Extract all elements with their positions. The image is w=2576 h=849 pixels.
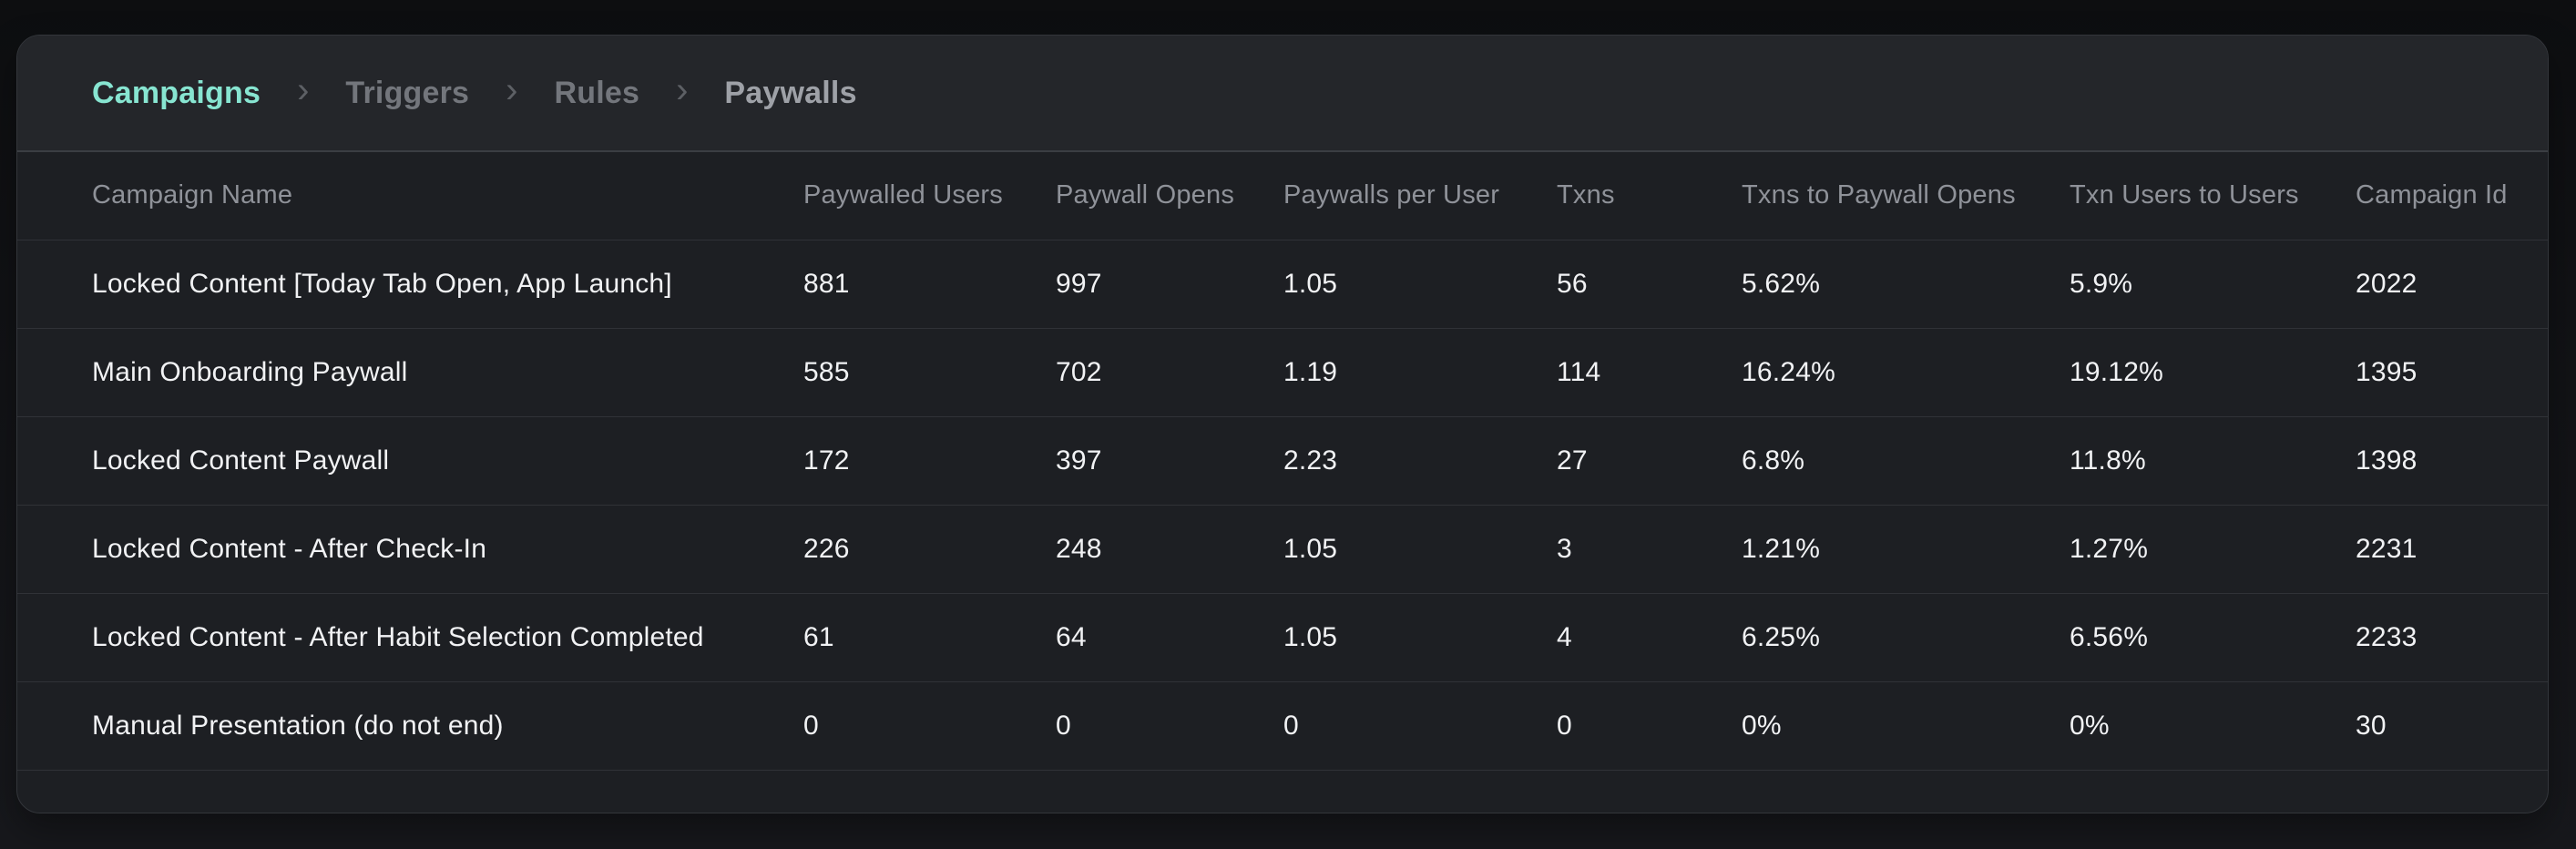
metric-cell-txn-users-to-users: 6.56% <box>2070 592 2356 681</box>
column-header-txn-users-to-users: Txn Users to Users <box>2070 180 2299 210</box>
metric-cell-campaign-id: 2022 <box>2356 239 2548 328</box>
metric-cell-paywalls-per-user: 1.05 <box>1283 504 1557 593</box>
table-row-locked-content-today-tab-open-app-launch[interactable]: Locked Content [Today Tab Open, App Laun… <box>17 239 2548 328</box>
metric-cell-campaign-id: 2233 <box>2356 592 2548 681</box>
metric-cell-txns-to-paywall-opens: 6.8% <box>1742 415 2070 505</box>
metric-cell-paywalled-users: 61 <box>803 592 1056 681</box>
campaign-name-cell: Manual Presentation (do not end) <box>17 680 803 771</box>
metric-cell-txns-to-paywall-opens: 1.21% <box>1742 504 2070 593</box>
metric-cell-paywalls-per-user: 1.05 <box>1283 239 1557 328</box>
metric-cell-txns: 114 <box>1557 327 1742 416</box>
metric-cell-txns: 3 <box>1557 504 1742 593</box>
metric-cell-paywall-opens: 64 <box>1056 592 1283 681</box>
metric-cell-txn-users-to-users: 11.8% <box>2070 415 2356 505</box>
metric-cell-paywalled-users: 172 <box>803 415 1056 505</box>
metric-cell-paywall-opens: 0 <box>1056 680 1283 771</box>
metric-cell-campaign-id: 1398 <box>2356 415 2548 505</box>
campaign-name-cell: Locked Content - After Habit Selection C… <box>17 592 803 681</box>
column-header-txns-to-paywall-opens: Txns to Paywall Opens <box>1742 180 2016 210</box>
chevron-right-icon: › <box>297 70 310 110</box>
column-header-txns: Txns <box>1557 180 1615 210</box>
breadcrumb-item-triggers[interactable]: Triggers <box>345 75 470 110</box>
metric-cell-txns: 27 <box>1557 415 1742 505</box>
table-row-manual-presentation-do-not-end[interactable]: Manual Presentation (do not end) 0 0 0 0 0% 0%… <box>17 680 2548 771</box>
metric-cell-paywall-opens: 397 <box>1056 415 1283 505</box>
metric-cell-txns: 4 <box>1557 592 1742 681</box>
table-row-locked-content-after-check-in[interactable]: Locked Content - After Check-In 226 248 1.0… <box>17 504 2548 593</box>
campaign-name-cell: Locked Content [Today Tab Open, App Laun… <box>17 239 803 328</box>
campaign-name-cell: Locked Content Paywall <box>17 415 803 505</box>
table-row-locked-content-after-habit-selection-completed[interactable]: Locked Content - After Habit Selection C… <box>17 592 2548 681</box>
breadcrumb-item-campaigns[interactable]: Campaigns <box>92 75 261 110</box>
metric-cell-campaign-id: 1395 <box>2356 327 2548 416</box>
campaign-metrics-card: Campaigns › Triggers › Rules › Paywalls … <box>16 35 2549 813</box>
metric-cell-paywalls-per-user: 2.23 <box>1283 415 1557 505</box>
metric-cell-txns-to-paywall-opens: 5.62% <box>1742 239 2070 328</box>
metric-cell-txn-users-to-users: 19.12% <box>2070 327 2356 416</box>
metric-cell-txns-to-paywall-opens: 0% <box>1742 680 2070 771</box>
table-row-locked-content-paywall[interactable]: Locked Content Paywall 172 397 2.23 27 6.8% 11… <box>17 415 2548 505</box>
breadcrumb-item-rules[interactable]: Rules <box>554 75 640 110</box>
metric-cell-paywalled-users: 226 <box>803 504 1056 593</box>
chevron-right-icon: › <box>506 70 518 110</box>
table-header-row: Campaign Name Paywalled Users Paywall Open… <box>17 152 2548 240</box>
metric-cell-paywall-opens: 997 <box>1056 239 1283 328</box>
metric-cell-txns-to-paywall-opens: 6.25% <box>1742 592 2070 681</box>
metric-cell-txns-to-paywall-opens: 16.24% <box>1742 327 2070 416</box>
column-header-paywall-opens: Paywall Opens <box>1056 180 1235 210</box>
metric-cell-paywall-opens: 702 <box>1056 327 1283 416</box>
metric-cell-txn-users-to-users: 0% <box>2070 680 2356 771</box>
campaign-name-cell: Main Onboarding Paywall <box>17 327 803 416</box>
metric-cell-paywalled-users: 585 <box>803 327 1056 416</box>
table-body: Locked Content [Today Tab Open, App Laun… <box>17 239 2548 771</box>
chevron-right-icon: › <box>676 70 689 110</box>
table-header: Campaign Name Paywalled Users Paywall Open… <box>17 152 2548 240</box>
metric-cell-txns: 0 <box>1557 680 1742 771</box>
metric-cell-paywall-opens: 248 <box>1056 504 1283 593</box>
column-header-paywalled-users: Paywalled Users <box>803 180 1003 210</box>
metric-cell-paywalls-per-user: 0 <box>1283 680 1557 771</box>
column-header-campaign-id: Campaign Id <box>2356 180 2508 210</box>
metric-cell-paywalled-users: 0 <box>803 680 1056 771</box>
metric-cell-paywalls-per-user: 1.19 <box>1283 327 1557 416</box>
metric-cell-txn-users-to-users: 1.27% <box>2070 504 2356 593</box>
metric-cell-campaign-id: 2231 <box>2356 504 2548 593</box>
breadcrumb-item-paywalls[interactable]: Paywalls <box>724 75 857 110</box>
column-header-campaign-name: Campaign Name <box>92 180 293 210</box>
breadcrumb: Campaigns › Triggers › Rules › Paywalls <box>17 36 2548 152</box>
campaigns-table: Campaign Name Paywalled Users Paywall Open… <box>17 152 2548 771</box>
campaign-name-cell: Locked Content - After Check-In <box>17 504 803 593</box>
table-row-main-onboarding-paywall[interactable]: Main Onboarding Paywall 585 702 1.19 114 16.2… <box>17 327 2548 416</box>
metric-cell-txn-users-to-users: 5.9% <box>2070 239 2356 328</box>
metric-cell-txns: 56 <box>1557 239 1742 328</box>
metric-cell-campaign-id: 30 <box>2356 680 2548 771</box>
metric-cell-paywalled-users: 881 <box>803 239 1056 328</box>
column-header-paywalls-per-user: Paywalls per User <box>1283 180 1500 210</box>
metric-cell-paywalls-per-user: 1.05 <box>1283 592 1557 681</box>
